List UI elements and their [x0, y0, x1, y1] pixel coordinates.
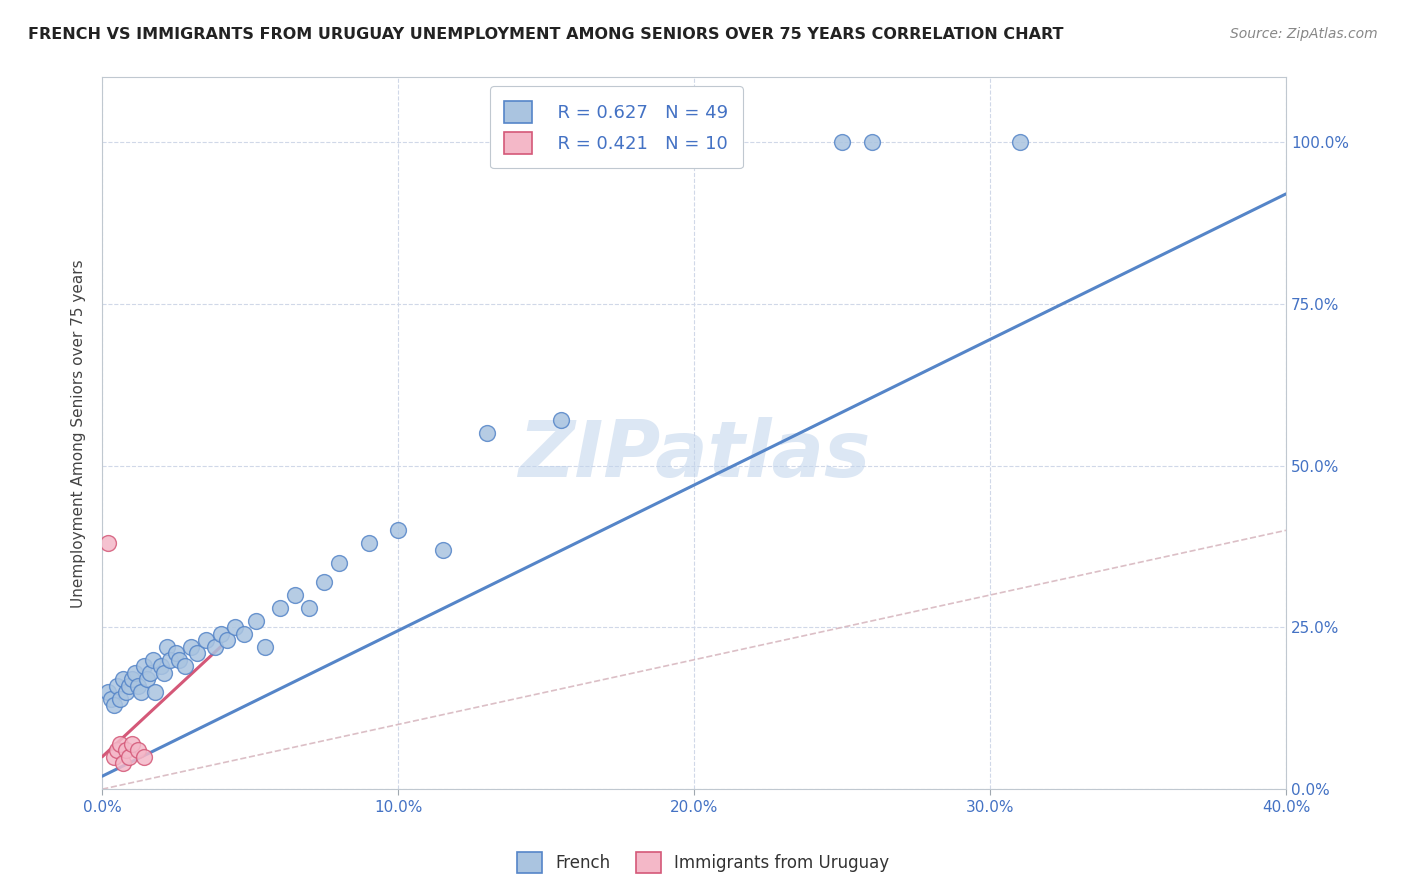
Point [127, 679, 149, 693]
Point [124, 665, 146, 680]
Point [683, 135, 706, 149]
Point [215, 633, 238, 648]
Point [118, 679, 141, 693]
Point [105, 679, 128, 693]
Point [138, 665, 160, 680]
Point [475, 426, 498, 441]
Legend: French, Immigrants from Uruguay: French, Immigrants from Uruguay [510, 846, 896, 880]
Point [269, 601, 291, 615]
Point [135, 672, 157, 686]
Point [111, 672, 134, 686]
Point [1008, 135, 1031, 149]
Point [153, 665, 176, 680]
Point [159, 653, 181, 667]
Point [284, 588, 307, 602]
Point [167, 653, 190, 667]
Point [432, 542, 454, 557]
Point [121, 672, 143, 686]
Point [387, 524, 409, 538]
Text: FRENCH VS IMMIGRANTS FROM URUGUAY UNEMPLOYMENT AMONG SENIORS OVER 75 YEARS CORRE: FRENCH VS IMMIGRANTS FROM URUGUAY UNEMPL… [28, 27, 1063, 42]
Point [860, 135, 883, 149]
Point [97, 536, 120, 550]
Point [100, 691, 122, 706]
Point [108, 691, 131, 706]
Point [132, 749, 155, 764]
Point [115, 743, 138, 757]
Point [103, 749, 125, 764]
Point [97, 685, 120, 699]
Point [233, 627, 256, 641]
Point [132, 659, 155, 673]
Point [156, 640, 179, 654]
Point [204, 640, 226, 654]
Point [831, 135, 853, 149]
Point [103, 698, 125, 712]
Point [550, 413, 572, 427]
Point [118, 749, 141, 764]
Point [314, 575, 336, 590]
Point [115, 685, 138, 699]
Point [111, 756, 134, 771]
Point [194, 633, 217, 648]
Point [165, 646, 187, 660]
Point [609, 135, 631, 149]
Point [150, 659, 173, 673]
Point [186, 646, 208, 660]
Point [145, 685, 167, 699]
Point [357, 536, 380, 550]
Point [245, 614, 267, 628]
Point [141, 653, 163, 667]
Y-axis label: Unemployment Among Seniors over 75 years: Unemployment Among Seniors over 75 years [72, 259, 86, 607]
Text: ZIPatlas: ZIPatlas [517, 417, 870, 492]
Point [127, 743, 149, 757]
Point [224, 620, 246, 634]
Text: Source: ZipAtlas.com: Source: ZipAtlas.com [1230, 27, 1378, 41]
Point [105, 743, 128, 757]
Point [209, 627, 232, 641]
Point [328, 556, 350, 570]
Legend:   R = 0.627   N = 49,   R = 0.421   N = 10: R = 0.627 N = 49, R = 0.421 N = 10 [491, 87, 742, 169]
Point [180, 640, 202, 654]
Point [174, 659, 197, 673]
Point [108, 737, 131, 751]
Point [121, 737, 143, 751]
Point [253, 640, 276, 654]
Point [129, 685, 152, 699]
Point [298, 601, 321, 615]
